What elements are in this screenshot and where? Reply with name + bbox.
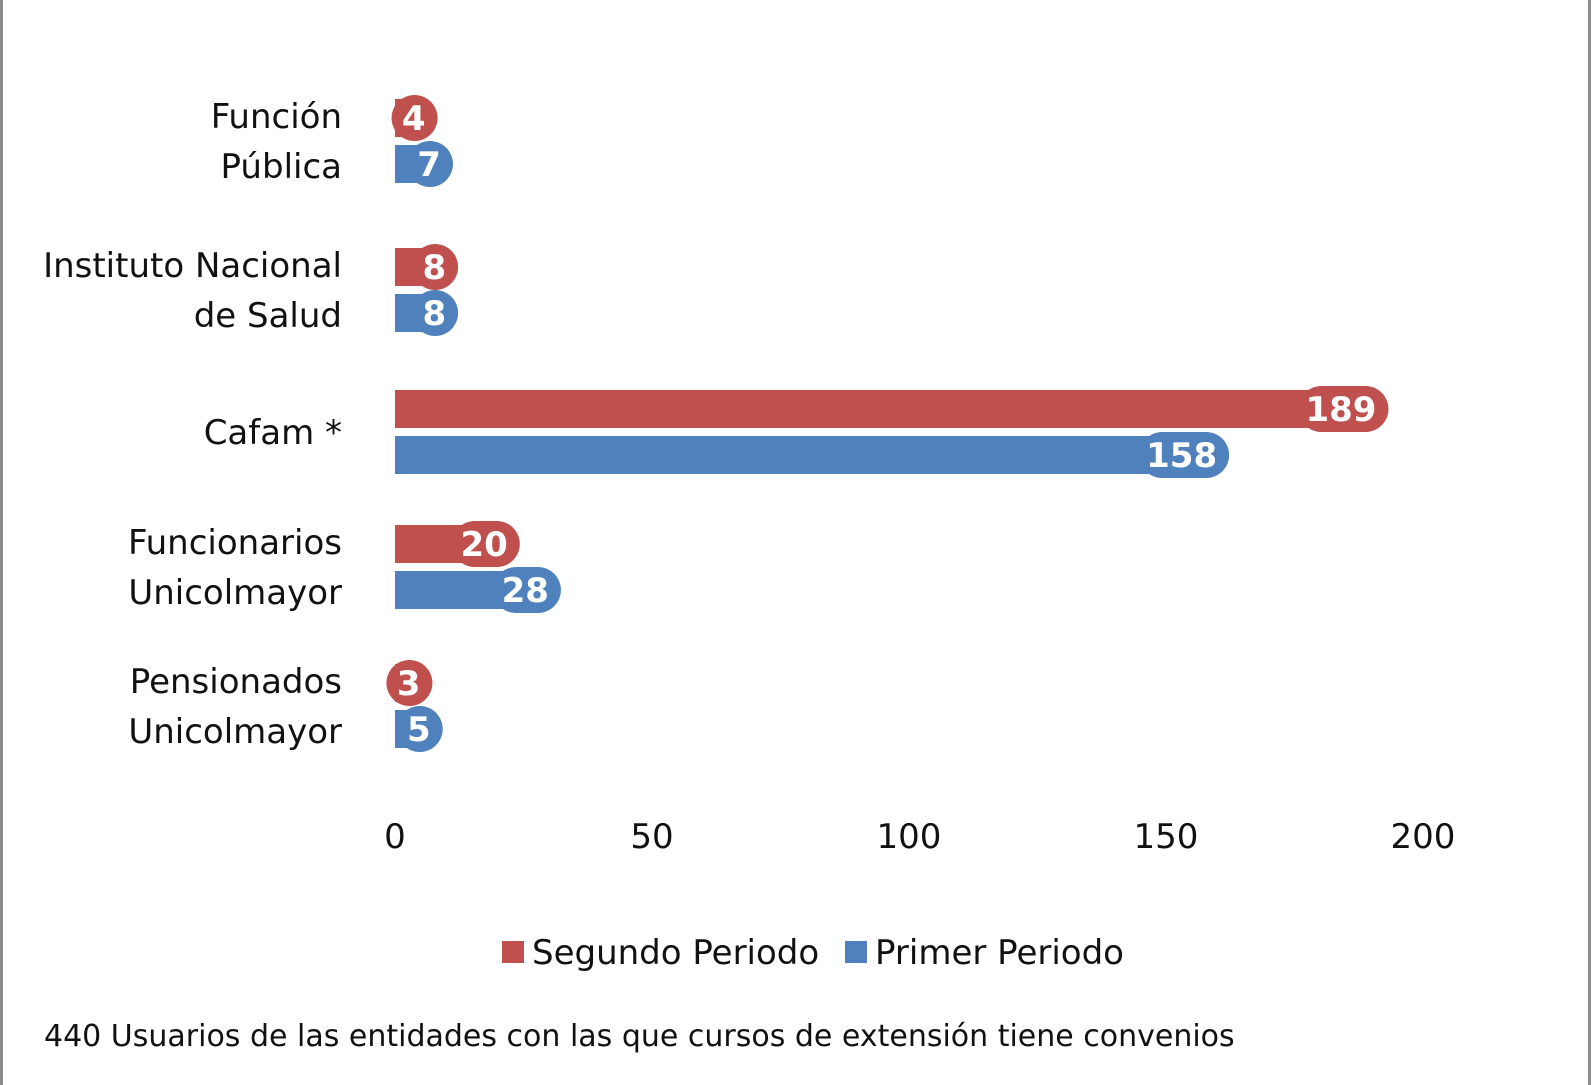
category-labels: Función Pública Instituto Nacional de Salud… <box>43 97 342 752</box>
category-label: Función <box>211 97 342 137</box>
x-tick-label: 50 <box>630 817 673 857</box>
category-label: Instituto Nacional <box>43 246 342 286</box>
bar-group: 8 <box>395 244 459 290</box>
x-tick-label: 150 <box>1134 817 1199 857</box>
x-axis-ticks: 0 50 100 150 200 <box>384 817 1455 857</box>
bar-group: 20 <box>395 521 520 567</box>
bar <box>395 436 1208 474</box>
bar-group: 3 <box>386 660 433 706</box>
legend-swatch <box>502 941 524 963</box>
legend-swatch <box>845 941 867 963</box>
data-label: 7 <box>417 145 441 185</box>
category-label: Unicolmayor <box>128 712 342 752</box>
legend: Segundo Periodo Primer Periodo <box>502 933 1124 973</box>
frame-left-border <box>0 0 3 1085</box>
x-tick-label: 100 <box>877 817 942 857</box>
category-label: Pública <box>221 147 342 187</box>
data-label: 28 <box>502 571 549 611</box>
category-label: Unicolmayor <box>128 573 342 613</box>
bar-group: 4 <box>391 95 438 141</box>
data-label: 8 <box>422 294 446 334</box>
category-label: Funcionarios <box>128 523 342 563</box>
data-label-bubble <box>406 141 453 187</box>
data-label-bubble <box>1298 386 1389 432</box>
x-tick-label: 200 <box>1391 817 1456 857</box>
legend-item: Primer Periodo <box>845 933 1124 973</box>
bar-group: 8 <box>395 290 459 336</box>
data-label-bubble <box>386 660 433 706</box>
data-label-bubble <box>451 521 520 567</box>
category-label: de Salud <box>194 296 342 336</box>
data-label-bubble <box>1139 432 1230 478</box>
bar-group: 28 <box>395 567 561 613</box>
data-label-bubble <box>412 290 459 336</box>
category-label: Pensionados <box>130 662 342 702</box>
data-label: 4 <box>402 99 426 139</box>
data-label: 3 <box>397 664 421 704</box>
category-label: Cafam * <box>204 413 342 453</box>
chart-caption: 440 Usuarios de las entidades con las qu… <box>44 1019 1235 1054</box>
data-label: 5 <box>407 710 431 750</box>
legend-label: Primer Periodo <box>875 933 1124 973</box>
legend-item: Segundo Periodo <box>502 933 819 973</box>
bars-layer: 4 7 8 8 189 158 20 28 3 5 <box>386 95 1389 752</box>
bar-group: 158 <box>395 432 1230 478</box>
data-label-bubble <box>412 244 459 290</box>
bar-group: 5 <box>395 706 443 752</box>
data-label: 8 <box>422 248 446 288</box>
frame-right-border <box>1588 0 1591 1085</box>
data-label-bubble <box>492 567 561 613</box>
bar <box>395 390 1367 428</box>
data-label: 158 <box>1146 436 1217 476</box>
x-tick-label: 0 <box>384 817 406 857</box>
data-label-bubble <box>396 706 443 752</box>
bar-group: 189 <box>395 386 1389 432</box>
data-label-bubble <box>391 95 438 141</box>
data-label: 189 <box>1305 390 1376 430</box>
data-label: 20 <box>460 525 507 565</box>
legend-label: Segundo Periodo <box>532 933 819 973</box>
bar-group: 7 <box>395 141 453 187</box>
